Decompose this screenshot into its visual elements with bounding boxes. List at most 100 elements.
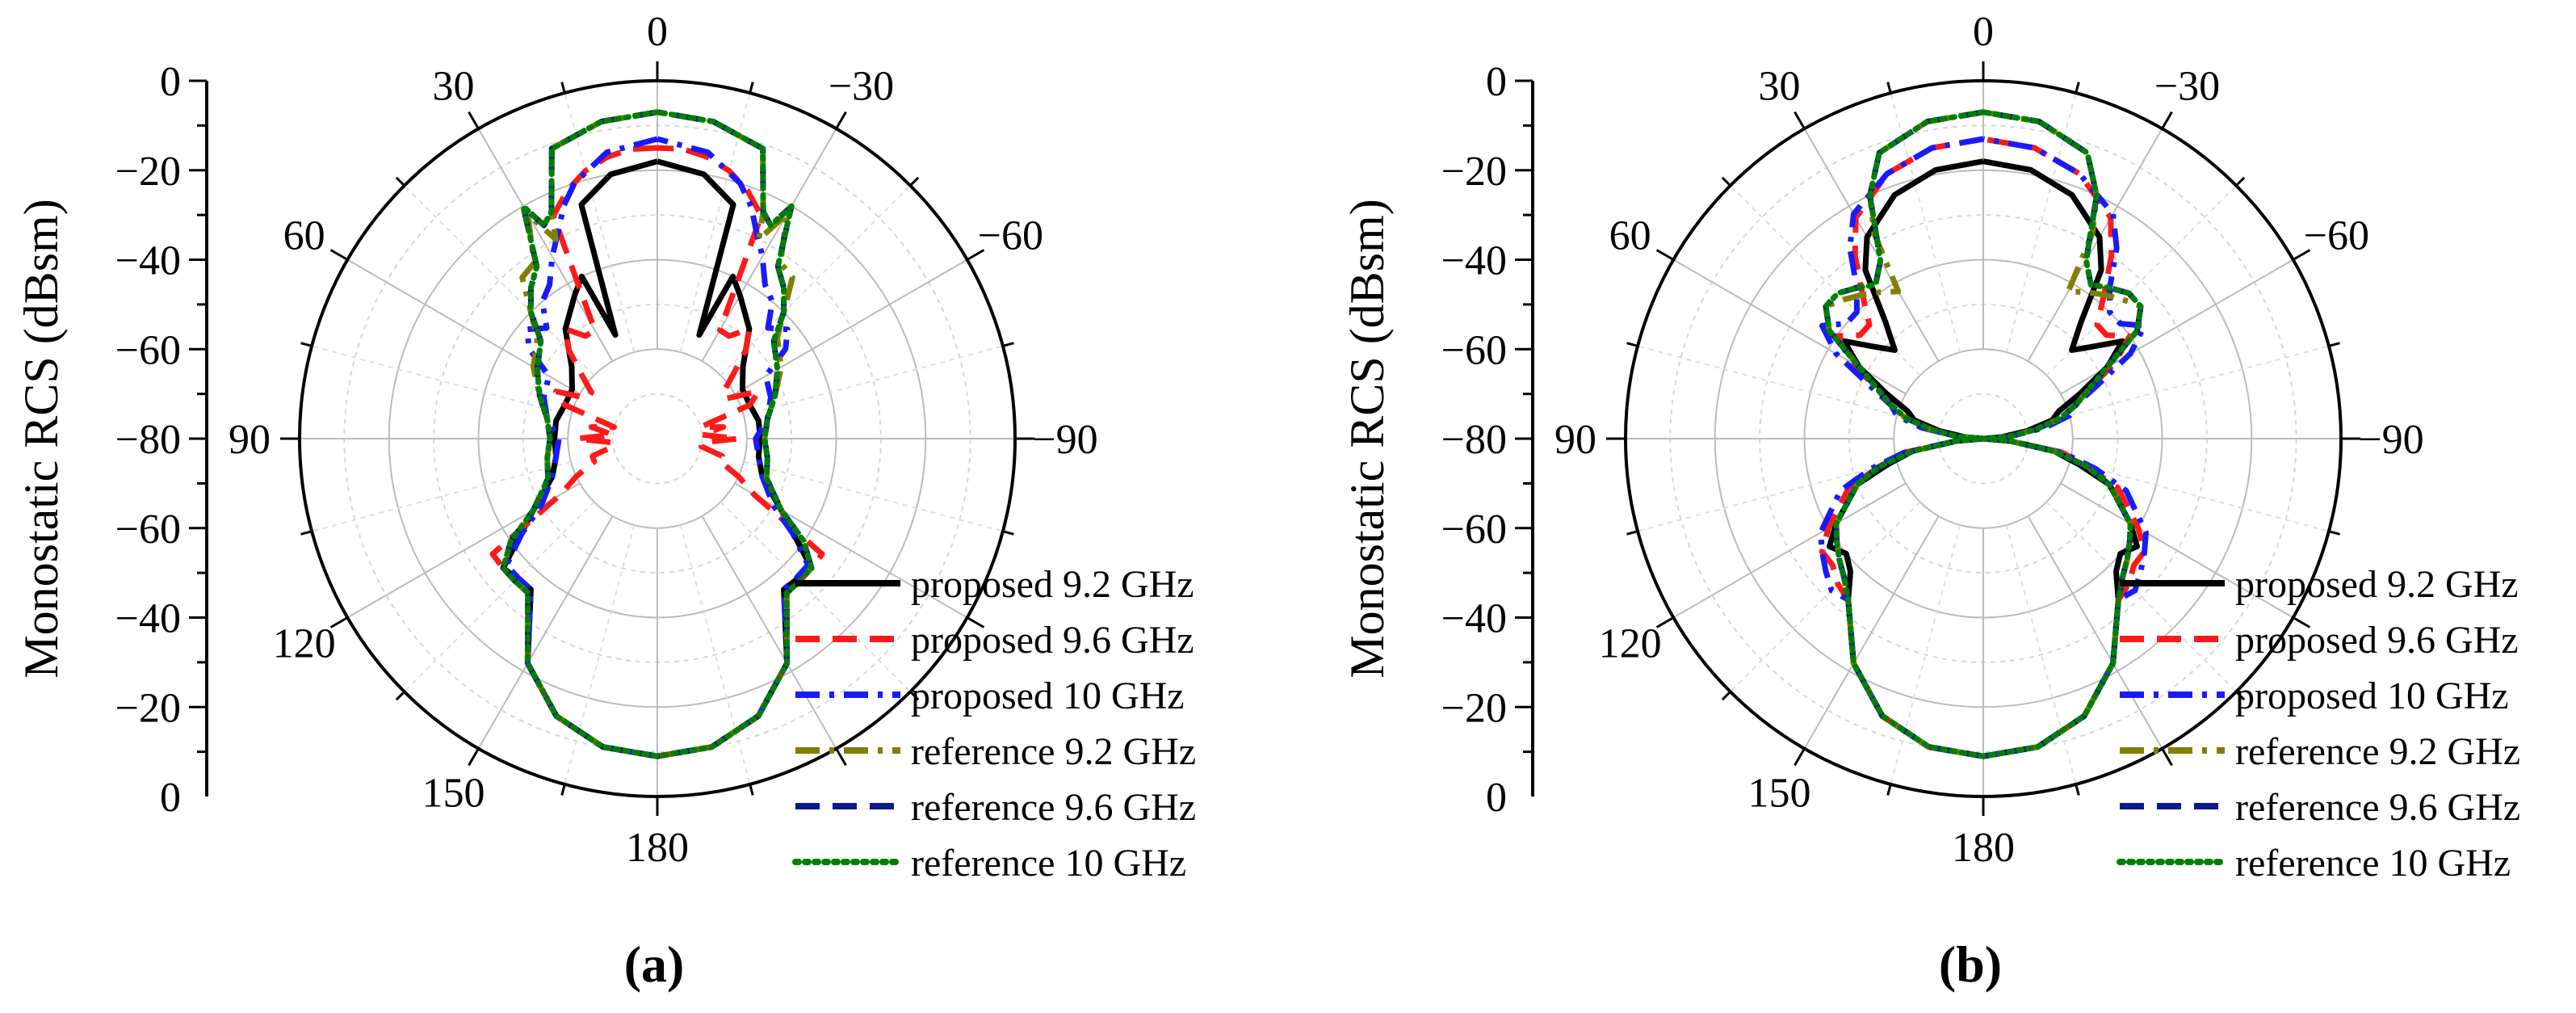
legend-label: proposed 9.2 GHz	[2235, 563, 2519, 606]
radial-tick-label: −60	[1441, 327, 1507, 373]
legend-label: reference 9.2 GHz	[911, 730, 1196, 773]
grid-spoke	[2060, 482, 2294, 619]
radial-tick-label: −40	[1441, 596, 1507, 642]
angle-label: 90	[229, 417, 271, 463]
series-line-2	[503, 136, 812, 759]
outer-tick	[1794, 111, 1806, 130]
outer-tick	[1626, 530, 1638, 536]
panel-label-a: (a)	[624, 935, 685, 993]
grid-spoke	[1637, 460, 1898, 532]
outer-tick	[468, 747, 480, 767]
series-line-5	[500, 109, 815, 759]
grid-spoke	[311, 460, 572, 532]
radial-tick-label: −80	[1441, 417, 1507, 463]
grid-spoke	[2045, 185, 2237, 376]
legend-label: proposed 9.2 GHz	[911, 563, 1194, 606]
grid-spoke	[311, 345, 572, 417]
radial-tick-label: −20	[115, 685, 181, 731]
outer-tick	[560, 82, 566, 94]
series-line-5	[1823, 109, 2144, 759]
legend-label: proposed 9.6 GHz	[2235, 619, 2519, 662]
outer-tick	[2328, 530, 2340, 536]
y-axis-title: Monostatic RCS (dBsm)	[15, 199, 68, 678]
outer-tick	[2292, 249, 2311, 261]
radial-tick-label: −60	[115, 327, 181, 373]
outer-tick	[835, 747, 847, 767]
outer-tick	[1002, 530, 1014, 536]
angle-label: −60	[978, 213, 1043, 259]
grid-spoke	[720, 501, 911, 692]
angle-label: −30	[829, 64, 894, 110]
angle-label: −60	[2304, 213, 2369, 259]
outer-tick	[909, 691, 920, 701]
outer-tick	[1626, 342, 1638, 347]
legend-label: proposed 10 GHz	[911, 675, 1185, 717]
panel-label-b: (b)	[1939, 935, 2002, 993]
grid-spoke	[679, 524, 751, 785]
grid-spoke	[701, 128, 837, 362]
outer-tick	[560, 784, 566, 796]
outer-tick	[835, 111, 847, 130]
outer-tick	[2235, 691, 2246, 701]
grid-spoke	[701, 515, 837, 750]
outer-tick	[395, 691, 405, 701]
grid-spoke	[2027, 128, 2163, 362]
radial-tick-label: 0	[1486, 775, 1507, 821]
polar-chart-b: 0 −20 −40 −60 −80 −60 −40 −20 0 Monostatic RCS (d…	[1340, 9, 2520, 885]
outer-tick	[749, 82, 754, 94]
legend-label: proposed 10 GHz	[2235, 675, 2509, 717]
angle-label: 120	[273, 621, 336, 667]
angle-label: 90	[1554, 417, 1596, 463]
grid-spoke	[2027, 515, 2163, 750]
outer-tick	[1655, 616, 1675, 628]
angle-label: 180	[626, 825, 689, 871]
angle-label: 30	[433, 64, 475, 110]
grid-spoke	[743, 460, 1004, 532]
outer-tick	[2235, 176, 2246, 187]
outer-tick	[1886, 82, 1892, 94]
radial-tick-label: −40	[115, 596, 181, 642]
grid-spoke	[1637, 345, 1898, 417]
grid-spoke	[720, 185, 911, 376]
grid-spoke	[734, 259, 968, 395]
outer-tick	[2075, 784, 2080, 796]
angle-label: 120	[1599, 621, 1662, 667]
grid-spoke	[564, 524, 636, 785]
outer-tick	[2161, 111, 2173, 130]
angle-label: 60	[283, 213, 325, 259]
radial-tick-label: −40	[115, 238, 181, 284]
angle-label: 0	[1973, 9, 1994, 55]
angle-label: 180	[1952, 825, 2015, 871]
grid-spoke	[404, 501, 595, 692]
radial-tick-label: −80	[115, 417, 181, 463]
grid-spoke	[564, 92, 636, 353]
angle-label: 0	[647, 9, 668, 55]
radial-tick-label: −40	[1441, 238, 1507, 284]
outer-tick	[1721, 691, 1731, 701]
grid-spoke	[1890, 92, 1961, 353]
grid-spoke	[1730, 185, 1921, 376]
outer-tick	[1794, 747, 1806, 767]
radial-tick-label: −20	[1441, 149, 1507, 195]
angle-label: −90	[2358, 417, 2423, 463]
grid-spoke	[1672, 482, 1907, 619]
outer-tick	[468, 111, 480, 130]
y-axis-title: Monostatic RCS (dBsm)	[1340, 199, 1394, 678]
outer-tick	[1655, 249, 1675, 261]
outer-tick	[2292, 616, 2311, 628]
angle-label: 60	[1609, 213, 1651, 259]
radial-tick-label: −20	[1441, 685, 1507, 731]
grid-spoke	[404, 185, 595, 376]
legend-label: reference 10 GHz	[911, 842, 1186, 885]
grid-spoke	[346, 259, 581, 395]
outer-tick	[329, 249, 349, 261]
grid-spoke	[2069, 460, 2330, 532]
radial-tick-label: −20	[115, 149, 181, 195]
grid-spoke	[1803, 128, 1940, 362]
grid-circle	[611, 393, 703, 485]
grid-spoke	[1730, 501, 1921, 692]
grid-spoke	[2005, 524, 2077, 785]
grid-spoke	[2005, 92, 2077, 353]
outer-tick	[2075, 82, 2080, 94]
